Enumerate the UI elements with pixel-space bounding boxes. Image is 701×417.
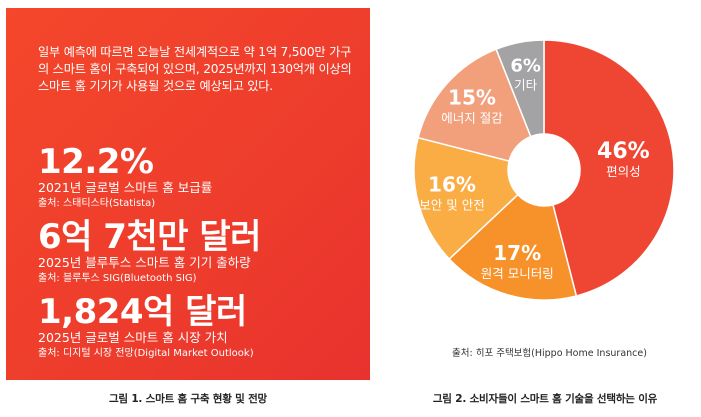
stat-shipments: 6억 7천만 달러 2025년 블루투스 스마트 홈 기기 출하량 출처: 블루… xyxy=(38,219,368,286)
donut-slice-3 xyxy=(413,136,519,261)
slice-percent-label: 16% xyxy=(428,173,476,197)
stat-market-value: 1,824억 달러 2025년 글로벌 스마트 홈 시장 가치 출처: 디지털 … xyxy=(38,294,368,361)
slice-category-label: 편의성 xyxy=(606,164,641,179)
donut-slice-5 xyxy=(495,39,545,138)
stat-value: 6억 7천만 달러 xyxy=(38,217,261,257)
figure-1-caption: 그림 1. 스마트 홈 구축 현황 및 전망 xyxy=(108,393,268,405)
slice-category-label: 원격 모니터링 xyxy=(481,266,554,281)
stat-description: 2025년 글로벌 스마트 홈 시장 가치 xyxy=(38,330,228,345)
chart-source: 출처: 히포 주택보험(Hippo Home Insurance) xyxy=(452,348,647,359)
slice-category-label: 에너지 절감 xyxy=(441,111,503,126)
stat-source: 출처: 스태티스타(Statista) xyxy=(38,198,156,209)
stat-penetration: 12.2% 2021년 글로벌 스마트 홈 보급률 출처: 스태티스타(Stat… xyxy=(38,144,368,211)
infographic-panel: 일부 예측에 따르면 오늘날 전세계적으로 약 1억 7,500만 가구의 스마… xyxy=(6,8,370,380)
donut-slice-1 xyxy=(543,39,675,297)
stat-source: 출처: 디지털 시장 전망(Digital Market Outlook) xyxy=(38,348,254,359)
stat-description: 2025년 블루투스 스마트 홈 기기 출하량 xyxy=(38,255,251,270)
stat-source: 출처: 블루투스 SIG(Bluetooth SIG) xyxy=(38,273,197,284)
stat-value: 12.2% xyxy=(38,142,154,182)
slice-percent-label: 46% xyxy=(597,139,650,164)
slice-percent-label: 6% xyxy=(510,56,541,77)
donut-slice-4 xyxy=(417,48,532,162)
slice-percent-label: 17% xyxy=(493,241,541,265)
slice-category-label: 기타 xyxy=(514,78,538,93)
slice-category-label: 보안 및 안전 xyxy=(419,198,484,213)
donut-chart: 46%편의성 17%원격 모니터링 16%보안 및 안전 15%에너지 절감 6%기타 xyxy=(413,39,675,301)
stat-description: 2021년 글로벌 스마트 홈 보급률 xyxy=(38,180,213,195)
stat-value: 1,824억 달러 xyxy=(38,292,247,332)
slice-percent-label: 15% xyxy=(448,86,496,110)
figure-2-caption: 그림 2. 소비자들이 스마트 홈 기술을 선택하는 이유 xyxy=(432,393,658,405)
intro-text: 일부 예측에 따르면 오늘날 전세계적으로 약 1억 7,500만 가구의 스마… xyxy=(38,45,352,93)
donut-slice-2 xyxy=(448,193,578,301)
